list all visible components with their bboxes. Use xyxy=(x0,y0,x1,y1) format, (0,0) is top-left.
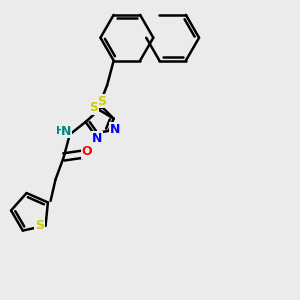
Text: N: N xyxy=(92,132,102,145)
Text: O: O xyxy=(82,145,92,158)
Text: N: N xyxy=(110,123,120,136)
Text: S: S xyxy=(35,219,44,232)
Text: S: S xyxy=(98,94,106,108)
Text: H: H xyxy=(56,126,65,136)
Text: S: S xyxy=(89,101,98,114)
Text: N: N xyxy=(61,125,72,138)
